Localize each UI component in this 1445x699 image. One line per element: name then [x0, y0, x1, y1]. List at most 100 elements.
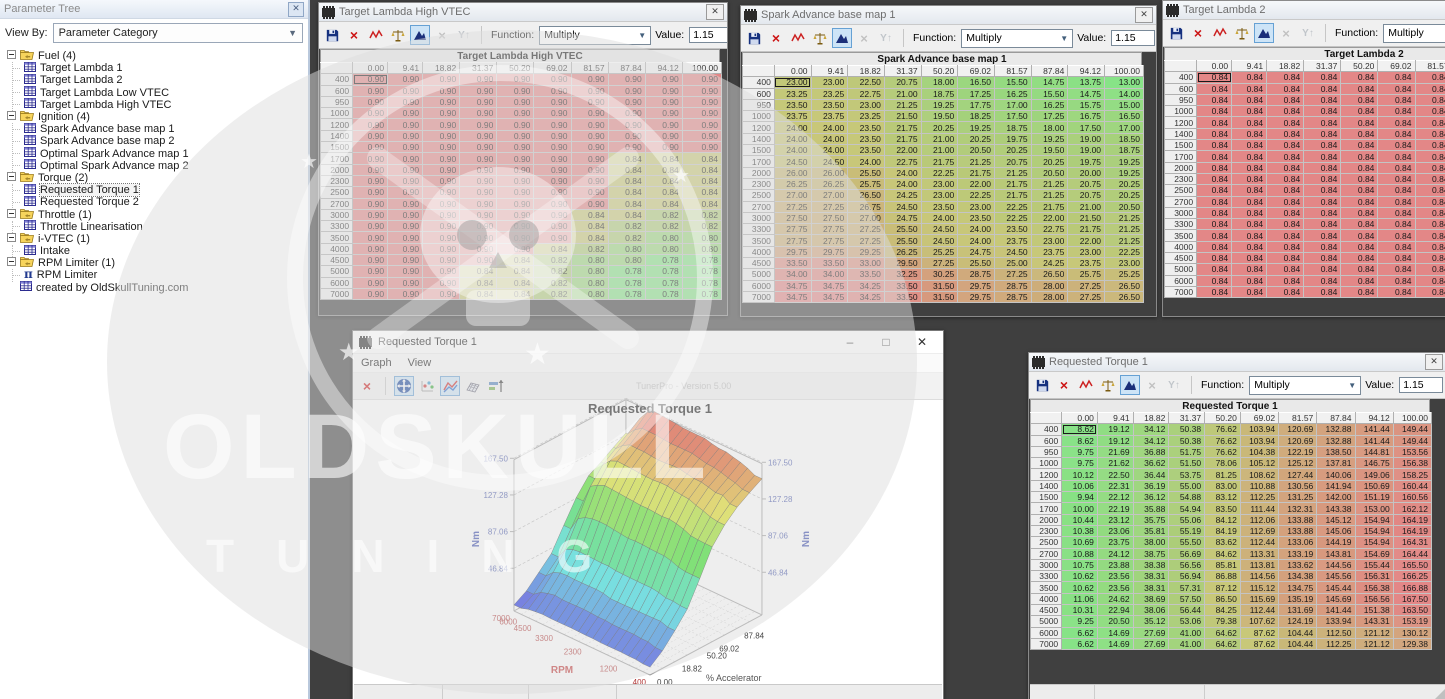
map-cell[interactable]: 0.84 — [1196, 161, 1233, 174]
col-header-cell[interactable]: 69.02 — [1239, 411, 1280, 425]
map-cell[interactable]: 50.38 — [1168, 423, 1206, 436]
map-cell[interactable]: 57.50 — [1168, 592, 1206, 606]
row-header-cell[interactable]: 1700 — [319, 152, 354, 165]
row-header-cell[interactable]: 400 — [1029, 423, 1063, 436]
map-cell[interactable]: 24.62 — [1096, 592, 1134, 606]
map-cell[interactable]: 0.84 — [1196, 127, 1233, 141]
map-cell[interactable]: 112.25 — [1316, 637, 1356, 651]
map-cell[interactable]: 24.50 — [773, 155, 812, 168]
map-cell[interactable]: 0.84 — [681, 152, 723, 165]
map-cell[interactable]: 0.84 — [1196, 82, 1233, 95]
map-cell[interactable]: 21.75 — [883, 121, 922, 134]
map-cell[interactable]: 0.84 — [1266, 161, 1305, 174]
map-cell[interactable]: 24.12 — [1096, 547, 1134, 560]
map-cell[interactable]: 22.25 — [1104, 245, 1144, 259]
map-cell[interactable]: 0.84 — [1303, 127, 1342, 141]
map-cell[interactable]: 0.84 — [644, 197, 683, 210]
map-cell[interactable]: 166.25 — [1392, 570, 1433, 583]
map-cell[interactable]: 23.06 — [1096, 524, 1134, 538]
map-cell[interactable]: 27.75 — [810, 223, 849, 236]
map-cell[interactable]: 29.50 — [883, 257, 922, 270]
map-cell[interactable]: 17.50 — [993, 110, 1032, 123]
map-cell[interactable]: 26.25 — [773, 177, 812, 191]
tree-group-ignition-4-[interactable]: Ignition (4) — [7, 111, 308, 123]
map-cell[interactable]: 0.90 — [422, 163, 461, 176]
map-cell[interactable]: 15.50 — [993, 76, 1032, 89]
map-cell[interactable]: 19.12 — [1096, 434, 1134, 447]
map-cell[interactable]: 23.25 — [847, 110, 885, 123]
row-header-cell[interactable]: 3000 — [319, 208, 354, 222]
clear-icon[interactable]: × — [362, 378, 372, 394]
map-cell[interactable]: 0.90 — [422, 276, 461, 289]
map-cell[interactable]: 84.62 — [1204, 547, 1241, 560]
map-cell[interactable]: 0.90 — [533, 152, 572, 165]
map-cell[interactable]: 53.75 — [1168, 468, 1206, 481]
map-cell[interactable]: 0.84 — [1196, 105, 1233, 118]
map-cell[interactable]: 28.75 — [993, 290, 1032, 304]
map-cell[interactable]: 120.69 — [1278, 434, 1318, 447]
map-cell[interactable]: 36.12 — [1132, 491, 1170, 504]
map-cell[interactable]: 0.90 — [459, 186, 498, 199]
map-cell[interactable]: 19.00 — [1067, 132, 1106, 146]
map-cell[interactable]: 27.69 — [1132, 637, 1170, 651]
map-cell[interactable]: 0.90 — [459, 254, 498, 267]
map-cell[interactable]: 26.25 — [883, 245, 922, 259]
map-cell[interactable]: 0.84 — [1414, 274, 1445, 287]
map-cell[interactable]: 111.44 — [1239, 502, 1280, 515]
row-header-cell[interactable]: 2000 — [319, 163, 354, 176]
map-cell[interactable]: 0.84 — [1303, 93, 1342, 107]
map-cell[interactable]: 0.84 — [1266, 116, 1305, 129]
map-cell[interactable]: 0.80 — [570, 276, 609, 289]
tree-group-rpm-limiter-1-[interactable]: RPM Limiter (1) — [7, 257, 308, 269]
map-cell[interactable]: 144.56 — [1316, 558, 1356, 572]
map-cell[interactable]: 10.38 — [1061, 524, 1098, 538]
map-cell[interactable]: 0.84 — [1340, 105, 1379, 118]
map-cell[interactable]: 24.00 — [773, 132, 812, 146]
row-header-cell[interactable]: 1500 — [1029, 491, 1063, 504]
map-cell[interactable]: 134.38 — [1278, 570, 1318, 583]
map-cell[interactable]: 0.84 — [459, 287, 498, 301]
map-cell[interactable]: 25.50 — [957, 257, 995, 270]
map-cell[interactable]: 14.75 — [1030, 76, 1069, 89]
map-cell[interactable]: 0.80 — [607, 254, 646, 267]
resize-grip[interactable] — [1435, 689, 1445, 699]
map-cell[interactable]: 103.94 — [1239, 434, 1280, 447]
map-cell[interactable]: 11.06 — [1061, 592, 1098, 606]
map-cell[interactable]: 0.84 — [1377, 139, 1416, 152]
map-cell[interactable]: 0.90 — [681, 107, 723, 120]
row-header-cell[interactable]: 4000 — [1029, 592, 1063, 606]
map-cell[interactable]: 38.31 — [1132, 570, 1170, 583]
map-cell[interactable]: 0.90 — [496, 118, 535, 131]
map-cell[interactable]: 0.90 — [496, 163, 535, 176]
row-header-cell[interactable]: 4500 — [1163, 252, 1198, 265]
map-cell[interactable]: 28.75 — [993, 279, 1032, 292]
map-cell[interactable]: 0.90 — [496, 95, 535, 109]
map-cell[interactable]: 141.44 — [1316, 604, 1356, 617]
map-cell[interactable]: 0.84 — [496, 265, 535, 278]
col-header-cell[interactable]: 9.41 — [810, 64, 849, 78]
map-cell[interactable]: 26.50 — [1104, 279, 1144, 292]
map-cell[interactable]: 23.88 — [1096, 558, 1134, 572]
map-cell[interactable]: 25.25 — [920, 245, 959, 259]
map-cell[interactable]: 0.84 — [1231, 93, 1268, 107]
map-cell[interactable]: 31.50 — [920, 290, 959, 304]
map-cell[interactable]: 36.44 — [1132, 468, 1170, 481]
col-header-cell[interactable]: 0.00 — [1196, 59, 1233, 73]
map-cell[interactable]: 20.50 — [1104, 200, 1144, 213]
window-titlebar[interactable]: Target Lambda High VTEC ✕ — [319, 3, 727, 22]
map-cell[interactable]: 0.84 — [1377, 172, 1416, 186]
map-cell[interactable]: 27.75 — [773, 223, 812, 236]
map-cell[interactable]: 35.88 — [1132, 502, 1170, 515]
map-cell[interactable]: 24.00 — [773, 144, 812, 157]
map-cell[interactable]: 0.90 — [570, 174, 609, 188]
col-header-cell[interactable]: 94.12 — [644, 61, 683, 75]
row-header-cell[interactable]: 6000 — [742, 279, 775, 292]
map-cell[interactable]: 0.82 — [681, 220, 723, 233]
map-cell[interactable]: 34.00 — [773, 268, 812, 281]
map-cell[interactable]: 9.25 — [1061, 615, 1098, 628]
surface-view-icon[interactable] — [410, 25, 430, 45]
map-cell[interactable]: 19.75 — [1067, 155, 1106, 168]
map-cell[interactable]: 164.19 — [1392, 524, 1433, 538]
map-cell[interactable]: 23.50 — [810, 98, 849, 112]
map-cell[interactable]: 0.84 — [1231, 285, 1268, 299]
